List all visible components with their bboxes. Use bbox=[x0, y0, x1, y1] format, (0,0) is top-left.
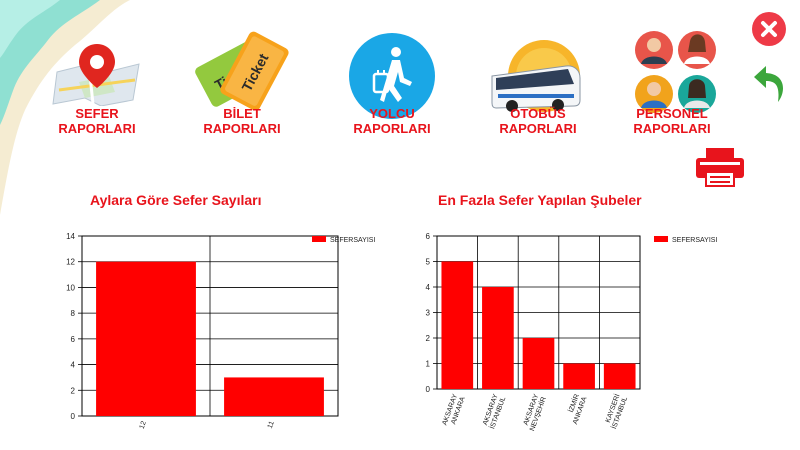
nav-label: YOLCU RAPORLARI bbox=[353, 106, 431, 136]
monthly-trips-chart: 0 2 4 6 8 10 12 14 12 11 SEFERSAYISI bbox=[66, 232, 375, 430]
y-tick-label: 4 bbox=[426, 283, 431, 292]
x-tick-label: KAYSERİİSTANBUL bbox=[602, 393, 630, 431]
legend-label: SEFERSAYISI bbox=[672, 237, 717, 244]
back-arrow-icon bbox=[754, 66, 783, 102]
ticket-icon: Ticket Ticket bbox=[195, 31, 289, 110]
y-tick-label: 14 bbox=[66, 232, 75, 241]
chart-title-monthly: Aylara Göre Sefer Sayıları bbox=[90, 192, 262, 208]
nav-item-personel-raporlari[interactable]: PERSONEL RAPORLARI bbox=[617, 30, 727, 140]
nav-item-sefer-raporlari[interactable]: SEFER RAPORLARI bbox=[42, 30, 152, 140]
nav-item-bilet-raporlari[interactable]: Ticket Ticket BİLET RAPORLARI bbox=[187, 30, 297, 140]
y-tick-label: 2 bbox=[426, 334, 431, 343]
bar bbox=[522, 338, 555, 389]
nav-label: SEFER RAPORLARI bbox=[58, 106, 136, 136]
nav-item-otobus-raporlari[interactable]: OTOBÜS RAPORLARI bbox=[483, 30, 593, 140]
staff-icon bbox=[635, 31, 716, 113]
nav-label: BİLET RAPORLARI bbox=[203, 106, 281, 136]
y-tick-label: 4 bbox=[71, 361, 76, 370]
y-tick-label: 2 bbox=[71, 386, 76, 395]
y-tick-label: 0 bbox=[71, 412, 76, 421]
x-tick-label: AKSARAYANKARA bbox=[441, 393, 466, 429]
x-tick-label-line: 12 bbox=[139, 420, 148, 430]
x-tick-label: AKSARAYİSTANBUL bbox=[482, 393, 508, 430]
x-tick-label: 12 bbox=[139, 420, 148, 430]
map-pin-icon bbox=[52, 44, 140, 106]
legend-label: SEFERSAYISI bbox=[330, 237, 375, 244]
bar bbox=[441, 261, 474, 389]
branch-trips-chart: 0 1 2 3 4 5 6 AKSARAYANKARA AKSARAYİSTANBUL AKSAR… bbox=[426, 232, 718, 432]
y-tick-label: 0 bbox=[426, 385, 431, 394]
bar bbox=[482, 287, 514, 389]
nav-label: OTOBÜS RAPORLARI bbox=[499, 106, 577, 136]
bar bbox=[224, 377, 324, 416]
bar bbox=[96, 261, 196, 416]
y-tick-label: 6 bbox=[426, 232, 431, 241]
y-tick-label: 6 bbox=[71, 335, 76, 344]
x-tick-label-line: 11 bbox=[267, 420, 276, 429]
y-tick-label: 8 bbox=[71, 309, 76, 318]
beach-corner-decoration bbox=[0, 0, 130, 215]
x-tick-label: AKSARAYNEVŞEHİR bbox=[522, 393, 548, 432]
chart-title-branches: En Fazla Sefer Yapılan Şubeler bbox=[438, 192, 642, 208]
traveler-icon bbox=[349, 33, 435, 119]
print-button[interactable] bbox=[694, 146, 746, 188]
close-icon bbox=[761, 21, 777, 37]
x-tick-label: 11 bbox=[267, 420, 276, 429]
nav-label: PERSONEL RAPORLARI bbox=[633, 106, 711, 136]
x-tick-label: İZMİRANKARA bbox=[563, 392, 589, 425]
legend-swatch bbox=[312, 236, 326, 242]
y-tick-label: 1 bbox=[426, 360, 431, 369]
legend-swatch bbox=[654, 236, 668, 242]
bar bbox=[563, 363, 595, 389]
close-button[interactable] bbox=[752, 12, 786, 46]
back-button[interactable] bbox=[752, 64, 788, 104]
bar bbox=[603, 363, 636, 389]
bus-icon bbox=[491, 40, 581, 112]
y-tick-label: 10 bbox=[66, 283, 75, 292]
nav-item-yolcu-raporlari[interactable]: YOLCU RAPORLARI bbox=[337, 30, 447, 140]
y-tick-label: 12 bbox=[66, 258, 75, 267]
y-tick-label: 5 bbox=[426, 258, 431, 267]
y-tick-label: 3 bbox=[426, 309, 431, 318]
printer-icon bbox=[696, 148, 744, 187]
